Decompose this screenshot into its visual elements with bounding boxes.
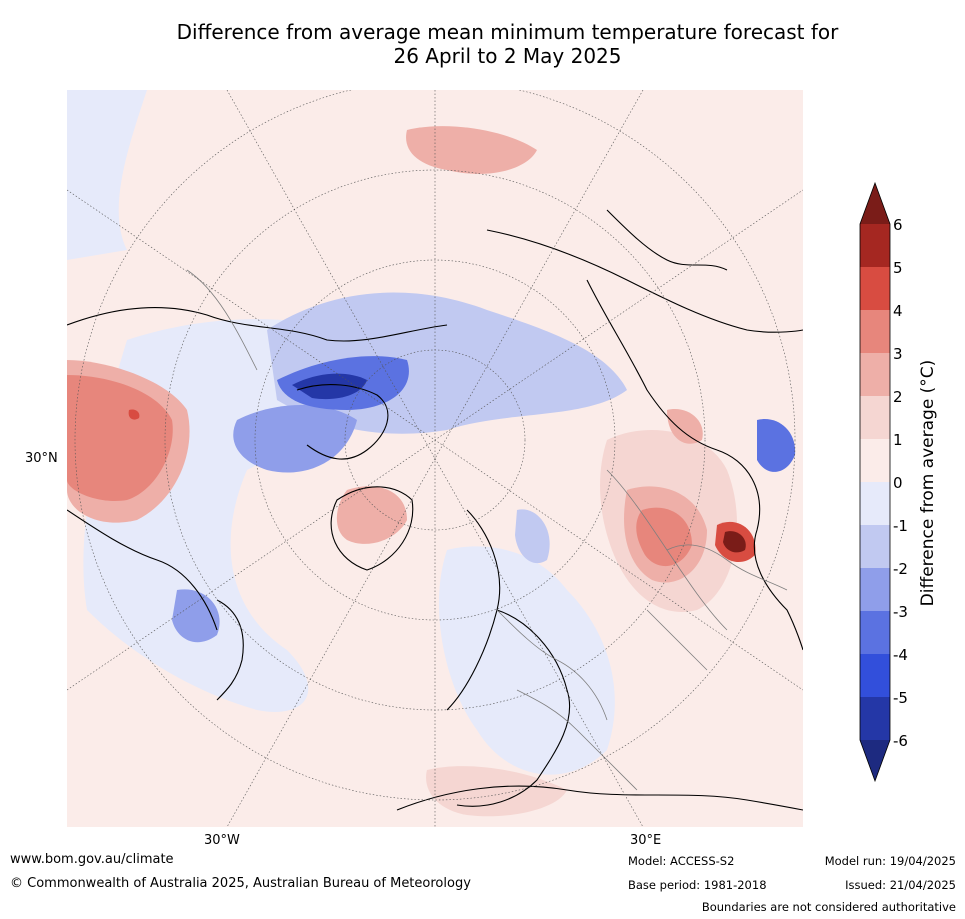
colorbar-tick-1: 1: [893, 431, 903, 449]
colorbar-band-2-3: [860, 353, 890, 396]
colorbar-tick-m6: -6: [893, 732, 908, 750]
colorbar-tick-5: 5: [893, 259, 903, 277]
colorbar-tick-m2: -2: [893, 560, 908, 578]
colorbar-tick-4: 4: [893, 302, 903, 320]
colorbar-band-m6-m5: [860, 697, 890, 740]
footer-issued: Issued: 21/04/2025: [845, 878, 956, 892]
colorbar-band-m1-0: [860, 482, 890, 525]
footer-model-run: Model run: 19/04/2025: [824, 854, 956, 868]
lat-label-30n: 30°N: [25, 451, 58, 466]
footer-copyright: © Commonwealth of Australia 2025, Austra…: [10, 876, 471, 891]
footer-base-period: Base period: 1981-2018: [628, 878, 767, 892]
colorbar-band-m4-m3: [860, 611, 890, 654]
colorbar-outline: [859, 181, 891, 783]
footer-model: Model: ACCESS-S2: [628, 854, 735, 868]
anomaly-blue-pacific: [67, 90, 147, 260]
map-svg: [67, 90, 803, 827]
title-line-1: Difference from average mean minimum tem…: [176, 20, 839, 44]
footer-boundaries: Boundaries are not considered authoritat…: [701, 900, 956, 914]
colorbar-tick-m3: -3: [893, 603, 908, 621]
anomaly-blue-core: [292, 373, 367, 400]
colorbar-tick-m5: -5: [893, 689, 908, 707]
colorbar-tick-6: 6: [893, 216, 903, 234]
colorbar-label: Difference from average (°C): [918, 359, 938, 607]
anomaly-blue-scandinavia: [515, 509, 550, 564]
title-line-2: 26 April to 2 May 2025: [393, 44, 622, 68]
anomaly-red-east-asia: [667, 409, 703, 444]
colorbar-tick-2: 2: [893, 388, 903, 406]
anomaly-red-mongolia-core: [723, 531, 746, 553]
anomaly-blue-greenland-west: [233, 405, 357, 473]
colorbar-band-m3-m2: [860, 568, 890, 611]
colorbar-band-m5-m4: [860, 654, 890, 697]
colorbar-band-5-6: [860, 224, 890, 267]
anomaly-red-north-pacific-core: [67, 375, 173, 501]
anomaly-red-asia-core: [636, 507, 692, 567]
anomaly-red-north-africa: [426, 766, 567, 817]
anomaly-red-pacific-dot: [128, 409, 140, 420]
coastlines: [67, 209, 803, 811]
colorbar-tick-0: 0: [893, 474, 903, 492]
colorbar-band-4-5: [860, 267, 890, 310]
colorbar-extend-high: [860, 183, 890, 224]
colorbar-tick-m4: -4: [893, 646, 908, 664]
anomaly-red-greenland: [336, 486, 407, 544]
graticule: [67, 90, 803, 827]
country-borders: [186, 269, 788, 791]
colorbar: 6 5 4 3 2 1 0 -1 -2 -3 -4 -5 -6: [859, 181, 908, 783]
footer-url: www.bom.gov.au/climate: [10, 852, 174, 867]
anomaly-red-arctic-ocean: [406, 126, 537, 174]
colorbar-band-m2-m1: [860, 525, 890, 568]
colorbar-band-1-2: [860, 396, 890, 439]
anomaly-blue-atlantic-mid: [172, 589, 220, 643]
colorbar-band-0-1: [860, 439, 890, 482]
colorbar-extend-low: [860, 740, 890, 781]
colorbar-tick-m1: -1: [893, 517, 908, 535]
anomaly-blue-europe: [438, 546, 615, 775]
forecast-map: [67, 90, 803, 827]
lon-label-30e: 30°E: [630, 833, 662, 848]
colorbar-tick-3: 3: [893, 345, 903, 363]
chart-title: Difference from average mean minimum tem…: [60, 20, 955, 68]
lon-label-30w: 30°W: [204, 833, 240, 848]
anomaly-blue-siberia: [757, 419, 796, 472]
colorbar-band-3-4: [860, 310, 890, 353]
